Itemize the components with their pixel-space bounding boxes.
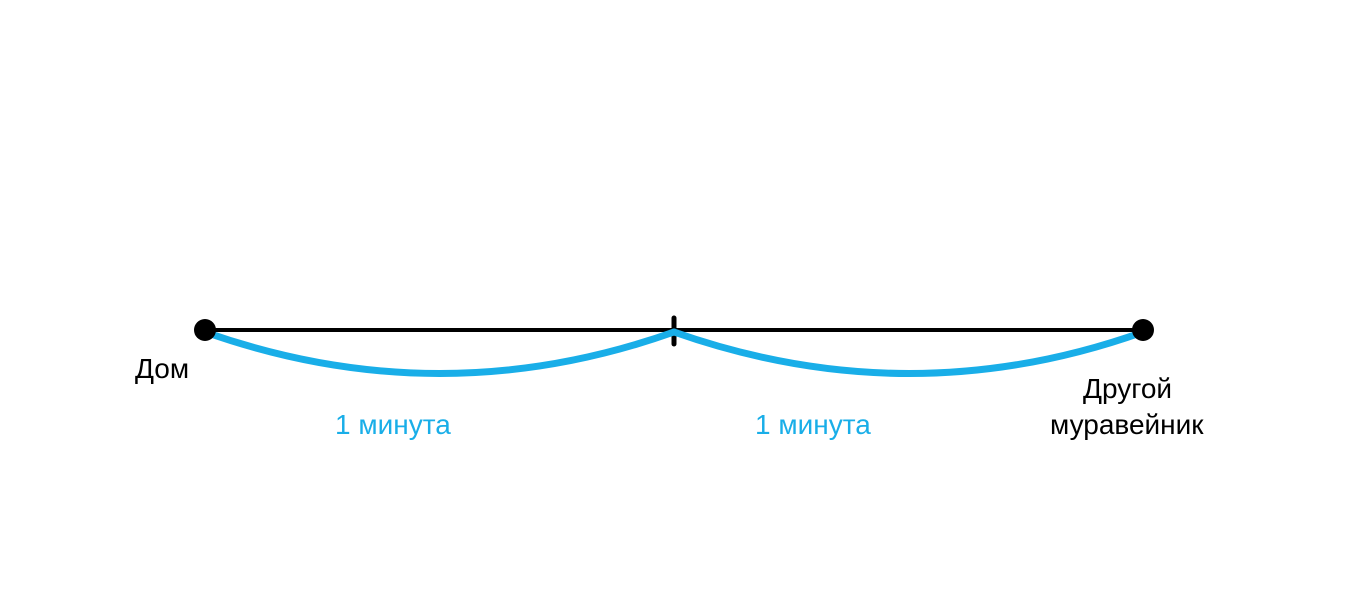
arc-right [674, 332, 1143, 374]
label-other-line2: муравейник [1050, 409, 1204, 440]
endpoint-left [194, 319, 216, 341]
arc-left [205, 332, 674, 374]
label-arc-left: 1 минута [335, 409, 451, 440]
label-home: Дом [135, 353, 189, 384]
endpoint-right [1132, 319, 1154, 341]
label-arc-right: 1 минута [755, 409, 871, 440]
label-other-line1: Другой [1083, 373, 1172, 404]
